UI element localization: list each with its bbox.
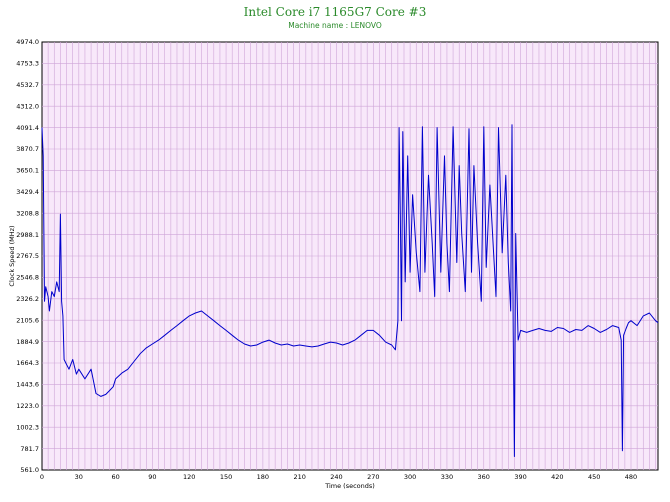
x-tick-label: 360 [478,473,490,481]
y-tick-label: 2105.6 [16,316,39,324]
y-tick-label: 2988.1 [16,231,39,239]
y-tick-label: 4532.7 [16,81,39,89]
y-tick-label: 3208.8 [16,209,39,217]
x-tick-label: 390 [514,473,526,481]
y-tick-label: 1664.3 [16,359,39,367]
x-tick-label: 480 [625,473,637,481]
y-tick-label: 3870.7 [16,145,39,153]
y-tick-label: 1884.9 [16,338,39,346]
y-tick-label: 2546.8 [16,274,39,282]
x-tick-label: 270 [367,473,379,481]
y-tick-label: 1223.0 [16,402,39,410]
x-tick-label: 0 [40,473,44,481]
y-tick-label: 4974.0 [16,38,39,46]
x-tick-label: 60 [111,473,119,481]
x-tick-label: 420 [551,473,563,481]
x-tick-label: 450 [588,473,600,481]
x-axis-label: Time (seconds) [324,482,375,490]
x-tick-label: 300 [404,473,416,481]
y-tick-label: 2326.2 [16,295,39,303]
y-axis-label: Clock Speed (MHz) [8,225,16,286]
y-tick-label: 4091.4 [16,124,39,132]
x-tick-label: 240 [330,473,342,481]
y-tick-label: 4312.0 [16,102,39,110]
y-tick-label: 561.0 [20,466,39,474]
x-tick-label: 330 [441,473,453,481]
y-tick-label: 1002.3 [16,423,39,431]
x-tick-label: 120 [183,473,195,481]
y-tick-label: 2767.5 [16,252,39,260]
x-tick-label: 210 [293,473,305,481]
x-tick-label: 30 [75,473,83,481]
y-tick-label: 3650.1 [16,167,39,175]
series-group [41,124,659,457]
chart-title: Intel Core i7 1165G7 Core #3 [244,5,427,19]
y-tick-label: 3429.4 [16,188,39,196]
x-tick-label: 150 [220,473,232,481]
y-tick-label: 1443.6 [16,381,39,389]
series-line [41,124,659,457]
grid-lines [42,42,658,470]
x-tick-label: 90 [148,473,156,481]
x-tick-label: 180 [257,473,269,481]
y-axis-ticks: 561.0 781.7 1002.3 1223.0 1443.6 1664.3 1884.9… [16,38,39,474]
x-axis-ticks: 0 30 60 90 120 150 180 210 240 270 300 330 360 390 420… [40,473,637,481]
chart-subtitle: Machine name : LENOVO [288,21,382,30]
y-tick-label: 4753.3 [16,60,39,68]
y-tick-label: 781.7 [20,445,39,453]
